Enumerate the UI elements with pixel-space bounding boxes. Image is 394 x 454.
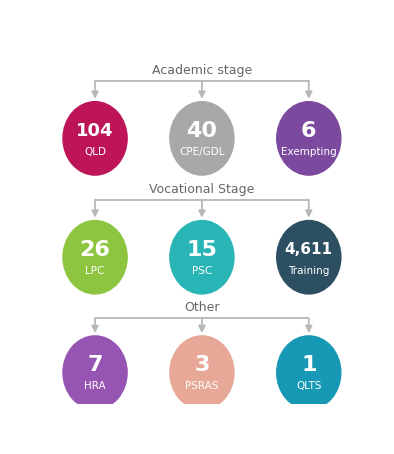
Text: PSC: PSC <box>192 266 212 276</box>
Circle shape <box>277 336 341 410</box>
Text: CPE/GDL: CPE/GDL <box>179 147 225 157</box>
Text: 6: 6 <box>301 121 316 141</box>
Circle shape <box>63 221 127 294</box>
Text: 40: 40 <box>186 121 217 141</box>
Text: 15: 15 <box>186 240 217 260</box>
Text: 1: 1 <box>301 355 316 375</box>
Text: LPC: LPC <box>85 266 105 276</box>
Text: 3: 3 <box>194 355 210 375</box>
Text: Academic stage: Academic stage <box>152 64 252 77</box>
Text: HRA: HRA <box>84 381 106 391</box>
Circle shape <box>63 102 127 175</box>
Text: Exempting: Exempting <box>281 147 336 157</box>
Circle shape <box>277 221 341 294</box>
Circle shape <box>277 102 341 175</box>
Circle shape <box>170 221 234 294</box>
Text: Training: Training <box>288 266 329 276</box>
Text: 26: 26 <box>80 240 110 260</box>
Text: QLD: QLD <box>84 147 106 157</box>
Text: Other: Other <box>184 301 220 315</box>
Text: 7: 7 <box>87 355 103 375</box>
Circle shape <box>170 102 234 175</box>
Text: 104: 104 <box>76 122 114 140</box>
Text: QLTS: QLTS <box>296 381 322 391</box>
Text: PSRAS: PSRAS <box>185 381 219 391</box>
Circle shape <box>63 336 127 410</box>
Circle shape <box>170 336 234 410</box>
Text: Vocational Stage: Vocational Stage <box>149 183 255 196</box>
Text: 4,611: 4,611 <box>285 242 333 257</box>
